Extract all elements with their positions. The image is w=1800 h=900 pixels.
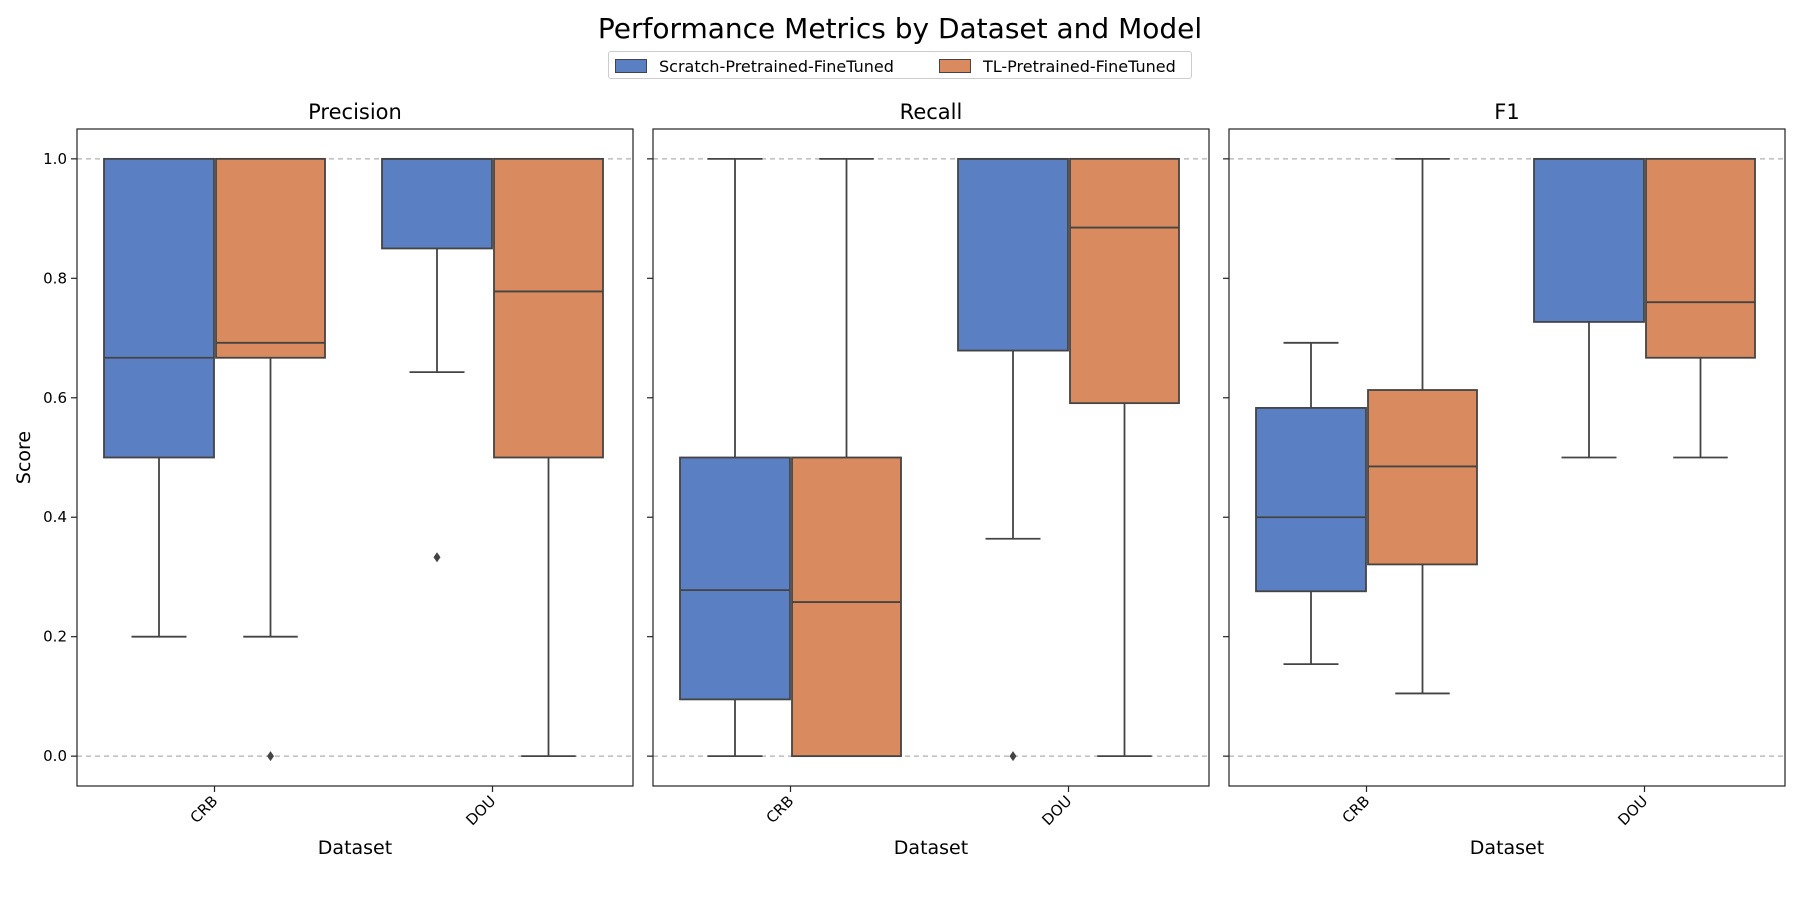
y-axis-label: Score [13, 431, 35, 484]
axes-frame-f1 [1228, 128, 1786, 787]
axes-frame-precision [76, 128, 634, 787]
y-tick-label-4: 0.8 [43, 269, 67, 287]
box-recall-dou-s0-outlier-0 [1009, 751, 1017, 762]
x-tick-label-recall-dou: DOU [1038, 792, 1075, 829]
axes-frame-recall [652, 128, 1210, 787]
legend-item-tl: TL-Pretrained-FineTuned [939, 52, 1176, 80]
legend-label-tl: TL-Pretrained-FineTuned [983, 56, 1176, 76]
box-f1-crb-s1-body [1367, 389, 1478, 566]
y-tick-label-3: 0.6 [43, 389, 67, 407]
panel-title-f1: F1 [1494, 100, 1519, 124]
chart-title: Performance Metrics by Dataset and Model [597, 12, 1203, 45]
panel-title-recall: Recall [900, 100, 963, 124]
box-precision-crb-s1-body [215, 157, 326, 359]
box-precision-crb-s1-outlier-0 [267, 751, 274, 762]
box-recall-dou-s1-body [1069, 157, 1180, 405]
x-axis-label-precision: Dataset [318, 837, 392, 859]
legend-label-scratch: Scratch-Pretrained-FineTuned [659, 56, 894, 76]
x-tick-label-recall-crb: CRB [763, 792, 798, 827]
y-tick-label-0: 0.0 [43, 747, 67, 765]
box-precision-dou-s0-outlier-0 [433, 552, 441, 563]
box-precision-dou-s0-body [381, 157, 493, 250]
box-precision-dou-s1-body [493, 157, 604, 459]
x-axis-label-recall: Dataset [894, 837, 968, 859]
box-f1-dou-s1-body [1645, 157, 1756, 359]
y-tick-label-5: 1.0 [43, 150, 67, 168]
box-recall-dou-s0-body [957, 157, 1069, 352]
legend-swatch-tl [939, 59, 971, 73]
panel-title-precision: Precision [308, 100, 402, 124]
legend-item-scratch: Scratch-Pretrained-FineTuned [615, 52, 894, 80]
legend-swatch-scratch [615, 59, 647, 73]
box-f1-dou-s0-body [1533, 157, 1645, 323]
x-axis-label-f1: Dataset [1470, 837, 1544, 859]
legend: Scratch-Pretrained-FineTuned TL-Pretrain… [608, 51, 1192, 79]
box-f1-crb-s0-body [1255, 407, 1367, 593]
box-recall-crb-s1-body [791, 456, 902, 758]
box-recall-crb-s0-body [679, 456, 791, 701]
x-tick-label-precision-dou: DOU [462, 792, 499, 829]
y-tick-label-2: 0.4 [43, 508, 67, 526]
x-tick-label-f1-dou: DOU [1614, 792, 1651, 829]
x-tick-label-precision-crb: CRB [187, 792, 222, 827]
y-tick-label-1: 0.2 [43, 628, 67, 646]
x-tick-label-f1-crb: CRB [1339, 792, 1374, 827]
box-precision-crb-s0-body [103, 157, 215, 459]
